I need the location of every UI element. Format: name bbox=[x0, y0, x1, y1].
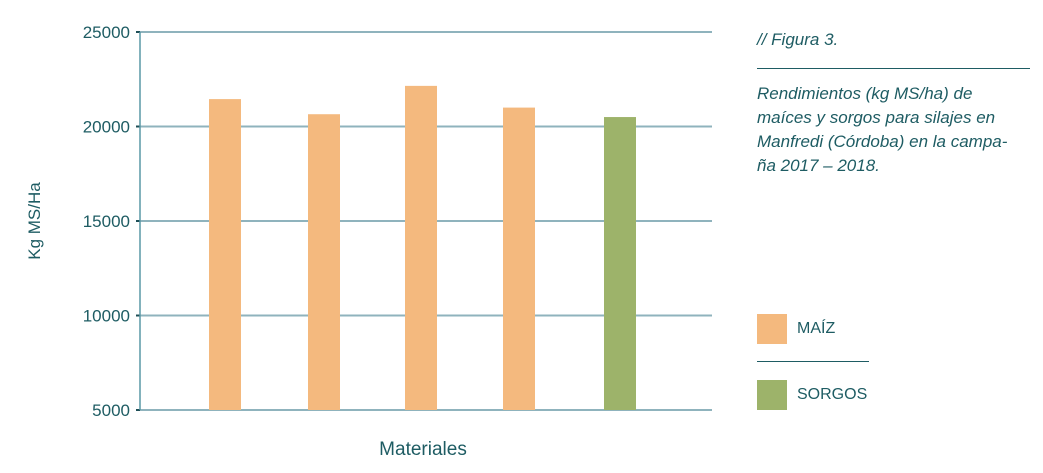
figure-label: // Figura 3. bbox=[757, 30, 839, 49]
y-axis-label: Kg MS/Ha bbox=[25, 182, 44, 260]
legend-swatch bbox=[757, 380, 787, 410]
bar bbox=[308, 114, 340, 410]
y-tick-label: 20000 bbox=[83, 118, 130, 137]
x-axis-label: Materiales bbox=[379, 439, 467, 460]
bar bbox=[604, 117, 636, 411]
legend-maiz: MAÍZ bbox=[757, 314, 835, 344]
bar bbox=[209, 99, 241, 410]
divider bbox=[757, 361, 869, 362]
bar bbox=[503, 107, 535, 410]
y-tick-label: 25000 bbox=[83, 23, 130, 42]
bar-chart: 5000 10000 15000 20000 25000 Materiales Kg MS/… bbox=[25, 23, 712, 460]
legend-sorgos: SORGOS bbox=[757, 380, 867, 410]
bar bbox=[405, 85, 437, 411]
legend-label: SORGOS bbox=[797, 386, 868, 403]
caption: Rendimientos (kg MS/ha) de maíces y sorg… bbox=[757, 84, 1008, 175]
legend-swatch bbox=[757, 314, 787, 344]
legend-label: MAÍZ bbox=[797, 320, 836, 337]
y-tick-label: 15000 bbox=[83, 212, 130, 231]
y-tick-label: 10000 bbox=[83, 307, 130, 326]
divider bbox=[757, 68, 1030, 69]
y-tick-label: 5000 bbox=[92, 401, 130, 420]
